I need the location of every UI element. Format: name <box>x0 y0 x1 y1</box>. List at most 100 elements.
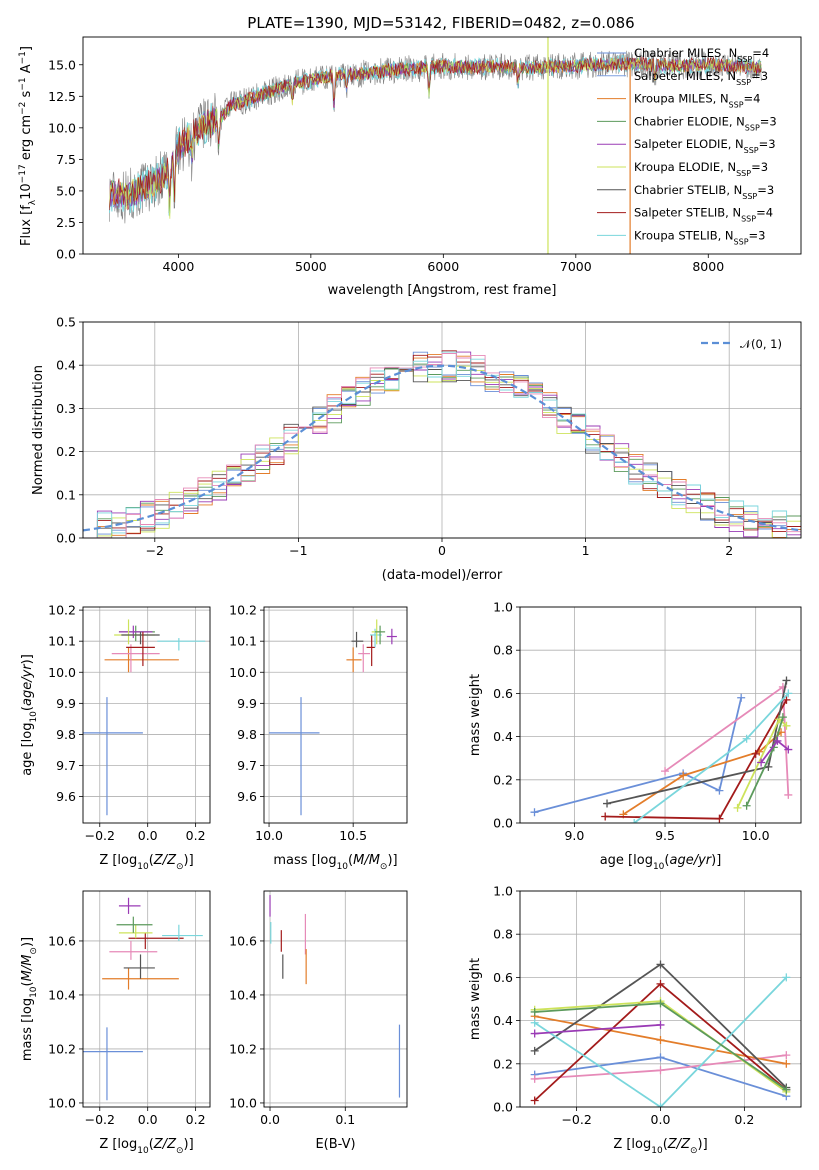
clip-spec-area <box>109 37 762 254</box>
mass-weight-marker <box>715 814 724 823</box>
mass_vs_ebv-axes: 0.0 0.1 10.0 10.2 10.4 10.6 <box>229 891 407 1127</box>
legend-sub: SSP <box>734 237 749 246</box>
y-tick-label: 10.1 <box>229 634 257 649</box>
mass-weight-marker <box>679 771 688 780</box>
mass-weight-marker <box>782 676 791 685</box>
mass-weight-marker <box>742 801 751 810</box>
mass-weight-marker <box>656 1103 665 1107</box>
mass-weight-marker <box>751 749 760 758</box>
label-part: ( <box>664 853 669 868</box>
label-part: )] <box>711 853 721 868</box>
x-tick-label: 10.0 <box>742 828 770 843</box>
mass-weight-line <box>605 699 788 820</box>
label-part: age/yr <box>669 853 712 868</box>
label-part: )] <box>20 937 35 947</box>
mass_vs_ebv-frame <box>263 890 408 1108</box>
age_vs_mass-frame <box>263 606 408 824</box>
legend-name: Salpeter ELODIE, N <box>634 137 744 151</box>
y-tick-label: 0.2 <box>56 444 76 459</box>
label-part: )] <box>184 1137 194 1152</box>
mass-weight-line <box>534 1024 661 1035</box>
x-tick-label: 0 <box>438 543 446 558</box>
weight_vs_Z-ylabel: mass weight <box>468 958 483 1040</box>
label-part: 10 <box>337 862 349 872</box>
x-tick-label: 0.2 <box>186 828 206 843</box>
y-tick-label: 10.0 <box>48 1095 76 1110</box>
mass-weight-marker <box>737 693 746 702</box>
label-part: ⊙ <box>176 1146 184 1156</box>
label-part: −1 <box>18 51 28 64</box>
mass-weight-line <box>534 976 787 1107</box>
mass-weight-line <box>622 731 782 816</box>
legend-sub: SSP <box>736 77 751 86</box>
label-part: erg cm <box>19 115 34 164</box>
x-tick-label: 4000 <box>162 259 194 274</box>
y-tick-label: 15.0 <box>48 57 76 72</box>
label-part: E(B-V) <box>315 1137 355 1152</box>
clip-res-area <box>83 350 801 538</box>
y-tick-label: 10.0 <box>229 1095 257 1110</box>
label-part: Z/Z <box>153 853 177 868</box>
legend-sub: SSP <box>742 191 757 200</box>
label-part: ] <box>19 46 34 51</box>
age_vs_Z-ylabel: age [log10(age/yr)] <box>20 654 39 776</box>
legend-name: Salpeter STELIB, N <box>634 206 741 220</box>
age_vs_mass-axes: 10.0 10.5 9.6 9.7 9.8 9.9 10.0 10.1 10.2 <box>229 603 407 843</box>
mass-weight-marker <box>656 1053 665 1062</box>
label-part: ⊙ <box>690 1146 698 1156</box>
legend-count: =3 <box>760 114 777 128</box>
y-tick-label: 9.8 <box>56 727 76 742</box>
mass-weight-marker <box>757 758 766 767</box>
y-tick-label: 0.2 <box>493 772 513 787</box>
mass-weight-marker <box>784 790 793 799</box>
mass_vs_Z-xlabel: Z [log10(Z/Z⊙)] <box>99 1137 193 1156</box>
legend-sub: SSP <box>745 123 760 132</box>
label-part: 10 <box>651 1146 663 1156</box>
mass-weight-marker <box>782 1059 791 1068</box>
mass-weight-marker <box>530 808 539 817</box>
x-tick-label: 0.0 <box>260 1112 280 1127</box>
x-tick-label: 0.0 <box>651 1112 671 1127</box>
mass-weight-marker <box>742 734 751 743</box>
mass-weight-marker <box>784 745 793 754</box>
y-tick-label: 0.4 <box>56 358 76 373</box>
legend-count: =3 <box>751 160 768 174</box>
y-tick-label: 0.4 <box>493 729 513 744</box>
x-tick-label: 9.0 <box>564 828 584 843</box>
clip-age_vs_mass-area <box>269 619 397 816</box>
spectrum-data-line <box>109 50 762 224</box>
y-tick-label: 1.0 <box>493 884 513 899</box>
y-tick-label: 7.5 <box>56 152 76 167</box>
y-tick-label: 10.0 <box>48 665 76 680</box>
mass-weight-marker <box>630 819 639 823</box>
mass-weight-marker <box>530 1007 539 1016</box>
legend-count: =4 <box>744 92 761 106</box>
label-part: −17 <box>18 164 28 183</box>
x-tick-label: 1 <box>582 543 590 558</box>
weight_vs_Z-frame <box>519 890 802 1108</box>
clip-age_vs_Z-area <box>83 619 206 816</box>
legend-count: =3 <box>751 69 768 83</box>
label-part: A <box>19 64 34 77</box>
label-part: 10 <box>653 862 665 872</box>
legend-sub: SSP <box>744 146 759 155</box>
age_vs_Z-xlabel: Z [log10(Z/Z⊙)] <box>99 853 193 872</box>
x-tick-label: 0.0 <box>138 828 158 843</box>
mass-weight-marker <box>782 1051 791 1060</box>
label-part: Z [log <box>99 1137 137 1152</box>
y-tick-label: 0.1 <box>56 487 76 502</box>
spectrum-ylabel: Flux [fλ10−17 erg cm−2 s−1 A−1] <box>18 46 38 246</box>
mass-weight-marker <box>603 799 612 808</box>
age_vs_mass-xlabel: mass [log10(M/M⊙)] <box>273 853 397 872</box>
mass-weight-marker <box>733 803 742 812</box>
mass_vs_Z-frame <box>82 890 211 1108</box>
label-part: 10 <box>19 183 34 200</box>
label-part: ( <box>20 981 35 986</box>
legend-count: =4 <box>752 46 769 60</box>
mass-weight-marker <box>656 1066 665 1075</box>
legend-label: Kroupa MILES, NSSP=4 <box>634 92 760 110</box>
label-part: Flux [f <box>19 205 34 246</box>
y-tick-label: 0.6 <box>493 686 513 701</box>
mass-weight-marker <box>656 960 665 969</box>
mass-weight-marker <box>782 721 791 730</box>
